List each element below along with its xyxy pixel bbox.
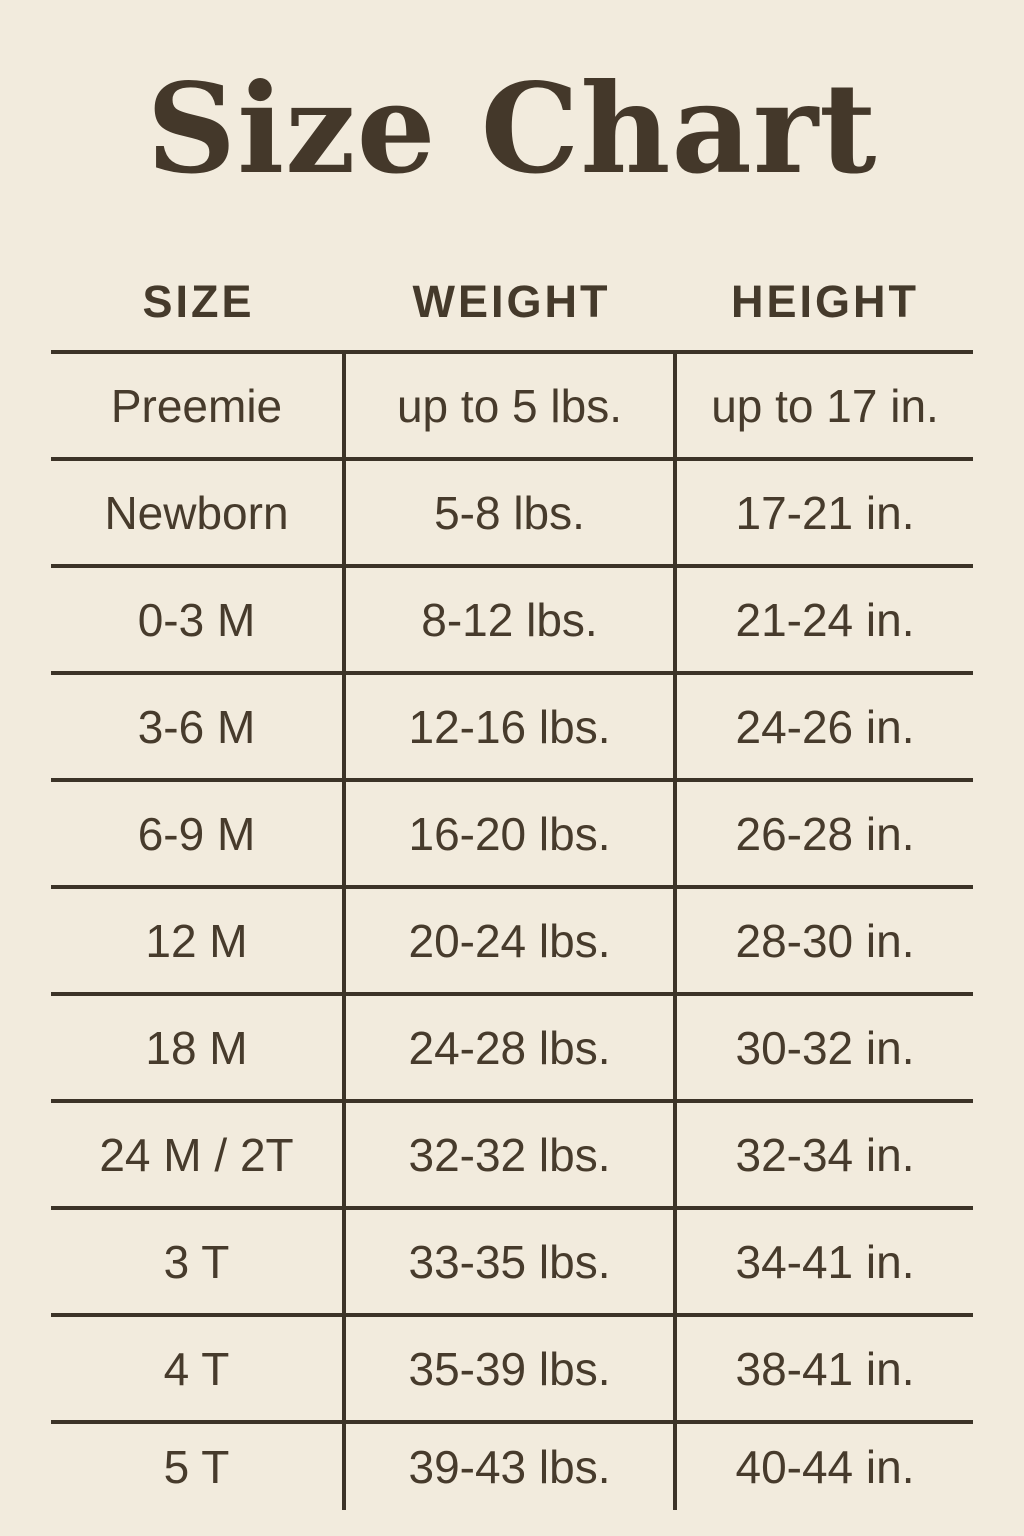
- table-header-row: SIZE WEIGHT HEIGHT: [51, 254, 973, 350]
- table-row: 3 T 33-35 lbs. 34-41 in.: [51, 1206, 973, 1314]
- size-cell: 3-6 M: [51, 675, 346, 779]
- height-cell: 40-44 in.: [735, 1441, 915, 1494]
- height-cell: 21-24 in.: [735, 593, 915, 646]
- weight-cell: 33-35 lbs.: [346, 1210, 677, 1314]
- height-cell: 28-30 in.: [735, 914, 915, 967]
- weight-cell: 8-12 lbs.: [346, 568, 677, 672]
- weight-cell: 39-43 lbs.: [346, 1424, 677, 1511]
- table-row: 0-3 M 8-12 lbs. 21-24 in.: [51, 564, 973, 672]
- weight-cell: 20-24 lbs.: [346, 889, 677, 993]
- column-header-height: HEIGHT: [730, 276, 919, 328]
- size-cell: Preemie: [51, 354, 346, 458]
- size-cell: 5 T: [51, 1424, 346, 1511]
- size-cell: Newborn: [51, 461, 346, 565]
- size-cell: 12 M: [51, 889, 346, 993]
- size-cell: 18 M: [51, 996, 346, 1100]
- size-cell: 3 T: [51, 1210, 346, 1314]
- page-title: Size Chart: [146, 57, 878, 202]
- weight-cell: 32-32 lbs.: [346, 1103, 677, 1207]
- height-cell: 30-32 in.: [735, 1021, 915, 1074]
- size-cell: 6-9 M: [51, 782, 346, 886]
- table-row: 6-9 M 16-20 lbs. 26-28 in.: [51, 778, 973, 886]
- height-cell: 17-21 in.: [735, 486, 915, 539]
- table-row: 4 T 35-39 lbs. 38-41 in.: [51, 1313, 973, 1421]
- table-row: 3-6 M 12-16 lbs. 24-26 in.: [51, 671, 973, 779]
- weight-cell: up to 5 lbs.: [346, 354, 677, 458]
- weight-cell: 12-16 lbs.: [346, 675, 677, 779]
- column-header-weight: WEIGHT: [412, 276, 611, 328]
- table-row: 5 T 39-43 lbs. 40-44 in.: [51, 1420, 973, 1511]
- height-cell: 24-26 in.: [735, 700, 915, 753]
- size-table: SIZE WEIGHT HEIGHT Preemie up to 5 lbs. …: [51, 254, 973, 1511]
- size-cell: 4 T: [51, 1317, 346, 1421]
- weight-cell: 35-39 lbs.: [346, 1317, 677, 1421]
- size-cell: 24 M / 2T: [51, 1103, 346, 1207]
- table-row: Preemie up to 5 lbs. up to 17 in.: [51, 350, 973, 458]
- height-cell: 38-41 in.: [735, 1342, 915, 1395]
- table-row: 18 M 24-28 lbs. 30-32 in.: [51, 992, 973, 1100]
- table-row: 12 M 20-24 lbs. 28-30 in.: [51, 885, 973, 993]
- table-row: 24 M / 2T 32-32 lbs. 32-34 in.: [51, 1099, 973, 1207]
- weight-cell: 5-8 lbs.: [346, 461, 677, 565]
- height-cell: 32-34 in.: [735, 1128, 915, 1181]
- column-header-size: SIZE: [142, 276, 255, 328]
- height-cell: 34-41 in.: [735, 1235, 915, 1288]
- weight-cell: 24-28 lbs.: [346, 996, 677, 1100]
- table-row: Newborn 5-8 lbs. 17-21 in.: [51, 457, 973, 565]
- height-cell: 26-28 in.: [735, 807, 915, 860]
- weight-cell: 16-20 lbs.: [346, 782, 677, 886]
- size-cell: 0-3 M: [51, 568, 346, 672]
- height-cell: up to 17 in.: [711, 379, 939, 432]
